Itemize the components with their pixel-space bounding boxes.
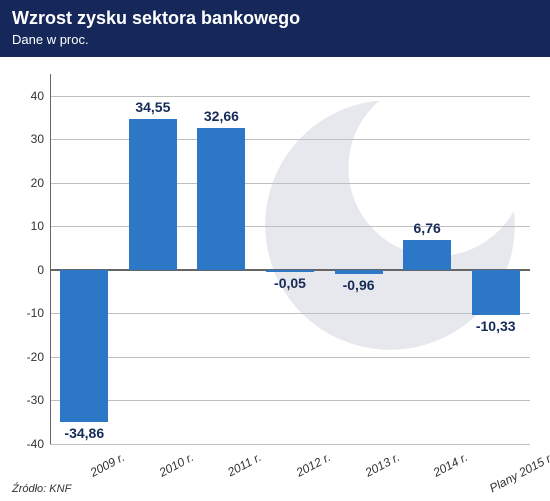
grid-line <box>50 139 530 140</box>
bar-value-label: 34,55 <box>135 99 170 115</box>
x-axis-tick-label: 2010 r. <box>157 450 196 480</box>
y-axis-tick-label: 40 <box>4 89 44 103</box>
grid-line <box>50 226 530 227</box>
chart-plot-area: -40-30-20-10010203040-34,862009 r.34,552… <box>50 74 530 444</box>
bar <box>472 270 520 315</box>
chart-subtitle: Dane w proc. <box>12 32 538 47</box>
chart-source: Źródło: KNF <box>12 483 71 495</box>
bar <box>60 270 108 422</box>
x-axis-tick-label: 2011 r. <box>226 450 264 479</box>
bar-value-label: -34,86 <box>64 425 104 441</box>
x-axis-tick-label: 2009 r. <box>88 450 127 480</box>
bar-value-label: -0,96 <box>343 277 375 293</box>
bar <box>197 128 245 270</box>
bar-value-label: -10,33 <box>476 318 516 334</box>
y-axis-line <box>50 74 51 444</box>
bar <box>129 119 177 269</box>
y-axis-tick-label: -30 <box>4 393 44 407</box>
y-axis-tick-label: -40 <box>4 437 44 451</box>
bar-value-label: 6,76 <box>414 220 441 236</box>
bar-value-label: 32,66 <box>204 108 239 124</box>
bar-value-label: -0,05 <box>274 275 306 291</box>
chart-header: Wzrost zysku sektora bankowego Dane w pr… <box>0 0 550 57</box>
y-axis-tick-label: 20 <box>4 176 44 190</box>
bar <box>403 240 451 269</box>
bar <box>266 270 314 272</box>
y-axis-tick-label: 0 <box>4 263 44 277</box>
x-axis-tick-label: 2013 r. <box>362 450 401 480</box>
y-axis-tick-label: -20 <box>4 350 44 364</box>
grid-line <box>50 444 530 445</box>
x-axis-tick-label: 2012 r. <box>294 450 333 480</box>
x-axis-tick-label: Plany 2015 r. <box>487 450 550 495</box>
bar <box>335 270 383 274</box>
grid-line <box>50 313 530 314</box>
chart-title: Wzrost zysku sektora bankowego <box>12 8 538 30</box>
x-axis-tick-label: 2014 r. <box>431 450 470 480</box>
grid-line <box>50 357 530 358</box>
grid-line <box>50 400 530 401</box>
grid-line <box>50 96 530 97</box>
grid-line <box>50 183 530 184</box>
y-axis-tick-label: -10 <box>4 306 44 320</box>
y-axis-tick-label: 10 <box>4 219 44 233</box>
y-axis-tick-label: 30 <box>4 132 44 146</box>
